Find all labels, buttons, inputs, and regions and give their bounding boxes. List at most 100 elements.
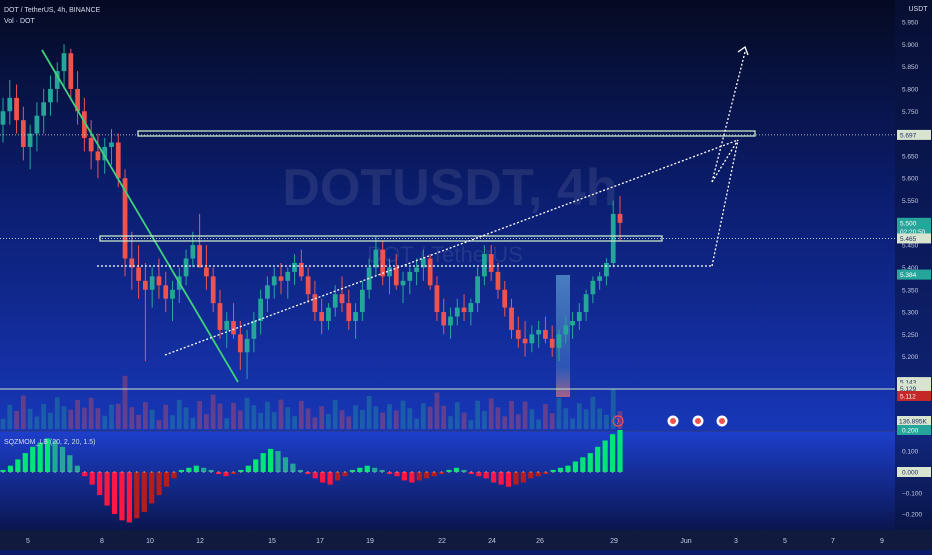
candle-body[interactable] xyxy=(393,267,399,286)
projection-wave-1[interactable] xyxy=(711,139,739,267)
candle-body[interactable] xyxy=(197,245,202,268)
candle-body[interactable] xyxy=(48,88,53,103)
candle-body[interactable] xyxy=(400,280,406,286)
candle-body[interactable] xyxy=(61,53,67,72)
candle-body[interactable] xyxy=(115,142,121,179)
candle-body[interactable] xyxy=(204,267,209,277)
candle-body[interactable] xyxy=(502,289,508,308)
candle-body[interactable] xyxy=(75,88,80,112)
candle-body[interactable] xyxy=(183,258,189,277)
candle-body[interactable] xyxy=(244,338,250,353)
candle-body[interactable] xyxy=(95,151,101,161)
candle-body[interactable] xyxy=(27,133,33,147)
candle-body[interactable] xyxy=(495,271,501,290)
candle-body[interactable] xyxy=(353,312,358,321)
candle-body[interactable] xyxy=(590,280,596,295)
candle-body[interactable] xyxy=(88,138,94,152)
candle-body[interactable] xyxy=(136,267,141,281)
highlight-zone[interactable] xyxy=(556,275,570,397)
candle-body[interactable] xyxy=(68,53,74,89)
candle-body[interactable] xyxy=(285,271,291,281)
candle-body[interactable] xyxy=(461,307,467,313)
candle-body[interactable] xyxy=(109,142,114,147)
candle-body[interactable] xyxy=(488,254,494,272)
time-axis[interactable]: 5 8 10 12 15 17 19 22 24 26 29 Jun 3 5 7 9 xyxy=(26,538,884,545)
candle-body[interactable] xyxy=(41,102,47,116)
candle-body[interactable] xyxy=(20,120,26,147)
candle-body[interactable] xyxy=(359,289,365,313)
candle-body[interactable] xyxy=(265,285,270,299)
candle-body[interactable] xyxy=(610,213,616,263)
candle-body[interactable] xyxy=(298,262,304,277)
candle-body[interactable] xyxy=(292,262,297,272)
candle-body[interactable] xyxy=(224,320,230,330)
candle-body[interactable] xyxy=(597,276,603,281)
candle-body[interactable] xyxy=(434,285,440,313)
candle-body[interactable] xyxy=(319,312,325,321)
candle-body[interactable] xyxy=(509,307,514,330)
candle-body[interactable] xyxy=(326,307,331,321)
candle-body[interactable] xyxy=(231,320,236,335)
candle-body[interactable] xyxy=(122,178,128,259)
candle-body[interactable] xyxy=(129,258,135,268)
candle-body[interactable] xyxy=(529,334,535,344)
dividend-event-icon[interactable] xyxy=(612,415,624,427)
resistance-zone[interactable] xyxy=(137,130,756,137)
candle-body[interactable] xyxy=(149,276,155,290)
event-icons[interactable] xyxy=(612,415,728,427)
candle-body[interactable] xyxy=(210,276,216,304)
candle-body[interactable] xyxy=(570,320,575,326)
candle-body[interactable] xyxy=(617,213,623,223)
candle-body[interactable] xyxy=(271,276,277,286)
candle-body[interactable] xyxy=(278,276,284,281)
candle-body[interactable] xyxy=(332,294,338,308)
candle-body[interactable] xyxy=(217,303,223,330)
candle-body[interactable] xyxy=(448,316,453,326)
candle-body[interactable] xyxy=(156,276,162,286)
candle-body[interactable] xyxy=(387,267,392,277)
candle-body[interactable] xyxy=(522,338,528,344)
candle-body[interactable] xyxy=(373,249,379,268)
candle-body[interactable] xyxy=(414,267,419,272)
candle-body[interactable] xyxy=(482,254,487,277)
candle-body[interactable] xyxy=(102,146,108,161)
candle-body[interactable] xyxy=(543,329,548,339)
downtrend-line[interactable] xyxy=(41,49,239,383)
candle-body[interactable] xyxy=(421,258,426,268)
candle-body[interactable] xyxy=(305,276,311,295)
candle-body[interactable] xyxy=(339,294,345,304)
candle-body[interactable] xyxy=(427,258,433,286)
momentum-histogram[interactable] xyxy=(0,430,623,523)
candle-body[interactable] xyxy=(54,71,60,89)
candle-body[interactable] xyxy=(563,325,569,335)
price-axis[interactable]: 5.9505.9005.8505.8005.7505.7005.6505.600… xyxy=(902,20,919,384)
candle-body[interactable] xyxy=(0,111,6,125)
candle-body[interactable] xyxy=(556,334,562,348)
candle-body[interactable] xyxy=(258,298,264,321)
candle-body[interactable] xyxy=(237,334,243,353)
candle-body[interactable] xyxy=(34,115,40,134)
candles[interactable] xyxy=(0,44,623,379)
candle-body[interactable] xyxy=(251,320,257,339)
candle-body[interactable] xyxy=(7,97,13,112)
candle-body[interactable] xyxy=(454,307,460,317)
candle-body[interactable] xyxy=(549,338,555,348)
candle-body[interactable] xyxy=(604,262,609,277)
candle-body[interactable] xyxy=(190,245,196,259)
candle-body[interactable] xyxy=(576,312,582,321)
candle-body[interactable] xyxy=(441,312,447,326)
candle-body[interactable] xyxy=(312,294,318,313)
indicator-axis[interactable]: 0.100 −0.100 −0.200 0.200 0.000 xyxy=(897,425,931,519)
candle-body[interactable] xyxy=(143,280,148,290)
candle-body[interactable] xyxy=(515,329,521,339)
candle-body[interactable] xyxy=(346,303,352,321)
candle-body[interactable] xyxy=(583,294,589,313)
candle-body[interactable] xyxy=(163,285,169,299)
candle-body[interactable] xyxy=(14,97,19,121)
candle-body[interactable] xyxy=(81,111,87,139)
candle-body[interactable] xyxy=(380,249,386,277)
candle-body[interactable] xyxy=(536,329,542,335)
candle-body[interactable] xyxy=(170,289,175,299)
